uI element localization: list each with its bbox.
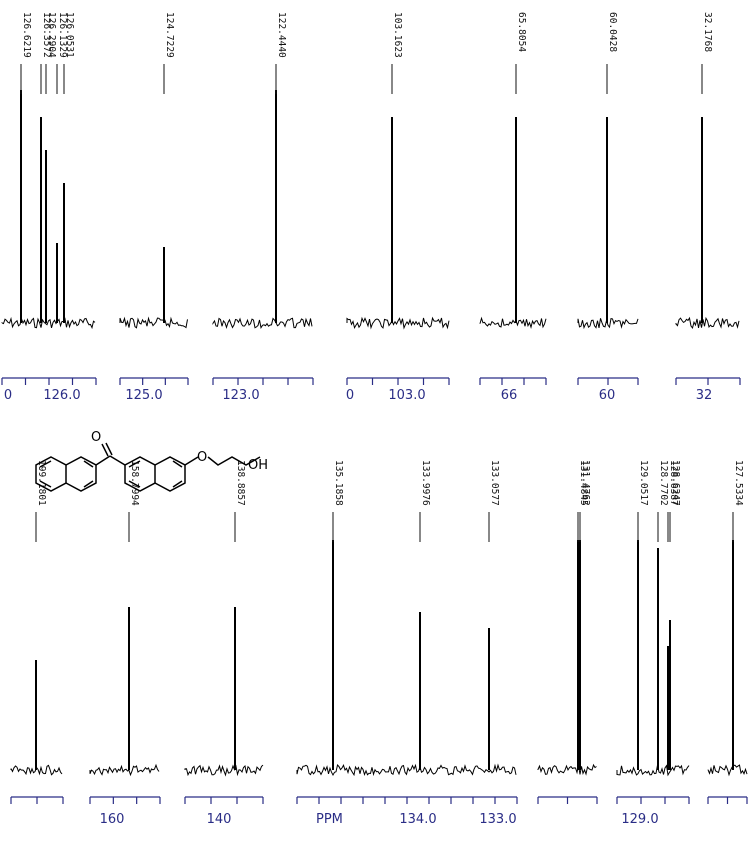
peak-label-131.4762: 131.4762 (580, 460, 591, 506)
tick-label-160: 160 (100, 812, 125, 827)
peak-label-128.6387: 128.6387 (668, 460, 679, 506)
peak-label-199.1801: 199.1801 (36, 460, 47, 506)
tick-label-140: 140 (207, 812, 232, 827)
peak-label-122.4440: 122.4440 (276, 12, 287, 58)
double-bond (83, 480, 94, 488)
tick-label-0: 0 (346, 388, 354, 403)
baseline-noise-1-6 (707, 764, 748, 777)
peak-label-127.5334: 127.5334 (733, 460, 744, 506)
peak-label-126.1329: 126.1329 (57, 12, 68, 58)
peak-label-128.7702: 128.7702 (658, 460, 669, 506)
peak-label-131.4845: 131.4845 (578, 460, 589, 506)
tick-label-133.0: 133.0 (479, 812, 516, 827)
molecule-structure (35, 442, 261, 492)
peak-label-124.7229: 124.7229 (164, 12, 175, 58)
tick-label-123.0: 123.0 (222, 388, 259, 403)
peak-label-133.0577: 133.0577 (489, 460, 500, 506)
tick-label-32: 32 (696, 388, 713, 403)
spectra-layer (1, 90, 748, 777)
tick-label-0: 0 (4, 388, 12, 403)
double-bond (172, 460, 183, 468)
baseline-noise-1-2 (184, 764, 264, 777)
peak-label-158.7994: 158.7994 (129, 460, 140, 506)
peak-label-129.0517: 129.0517 (638, 460, 649, 506)
double-bond (39, 460, 52, 468)
baseline-noise-0-2 (212, 317, 313, 330)
tick-label-66: 66 (501, 388, 518, 403)
double-bond (172, 480, 183, 488)
carbonyl-double-bond (101, 443, 109, 457)
peak-label-103.1623: 103.1623 (392, 12, 403, 58)
hydroxyl-label: OH (248, 458, 268, 473)
propoxy-chain (184, 456, 261, 466)
units-label: PPM (316, 812, 343, 827)
carbonyl-bond (109, 455, 126, 466)
peak-label-126.3572: 126.3572 (41, 12, 52, 58)
tick-label-129.0: 129.0 (621, 812, 658, 827)
baseline-noise-1-4 (537, 763, 597, 776)
peak-label-60.0428: 60.0428 (607, 12, 618, 52)
baseline-noise-1-5 (616, 764, 690, 777)
baseline-noise-0-1 (119, 316, 188, 329)
peak-label-126.2904: 126.2904 (46, 12, 57, 58)
naphthalene-left-ring-b (65, 456, 97, 492)
molecule-text: O O OH (91, 430, 268, 473)
peak-label-133.9976: 133.9976 (420, 460, 431, 506)
carbonyl-double-bond (105, 442, 113, 456)
baseline-noise-0-4 (479, 316, 547, 329)
peak-label-32.1768: 32.1768 (702, 12, 713, 52)
ether-oxygen-label: O (197, 450, 207, 465)
baseline-noise-0-6 (675, 316, 740, 329)
carbonyl-oxygen-label: O (91, 430, 101, 445)
tick-label-134.0: 134.0 (399, 812, 436, 827)
carbonyl-bond (95, 455, 111, 466)
double-bond (83, 460, 94, 468)
peak-label-65.8054: 65.8054 (516, 12, 527, 52)
baseline-noise-0-3 (346, 316, 450, 330)
peak-label-135.1858: 135.1858 (333, 460, 344, 506)
tick-label-126.0: 126.0 (43, 388, 80, 403)
peak-label-126.0531: 126.0531 (64, 12, 75, 58)
baseline-noise-0-0 (1, 316, 96, 330)
baseline-noise-1-3 (296, 763, 517, 777)
tick-label-103.0: 103.0 (388, 388, 425, 403)
double-bond (128, 480, 141, 488)
tick-label-60: 60 (599, 388, 616, 403)
tick-label-125.0: 125.0 (125, 388, 162, 403)
axes-layer: 0 126.0 125.0 123.0 0 103.0 66 60 32 160 140 PPM 134… (1, 377, 748, 827)
peak-label-138.8857: 138.8857 (235, 460, 246, 506)
naphthalene-right-ring-b (154, 456, 186, 492)
baseline-noise-1-1 (89, 763, 160, 777)
peak-label-128.6247: 128.6247 (670, 460, 681, 506)
double-bond (128, 460, 141, 468)
double-bond (39, 480, 52, 488)
peak-label-126.6219: 126.6219 (21, 12, 32, 58)
